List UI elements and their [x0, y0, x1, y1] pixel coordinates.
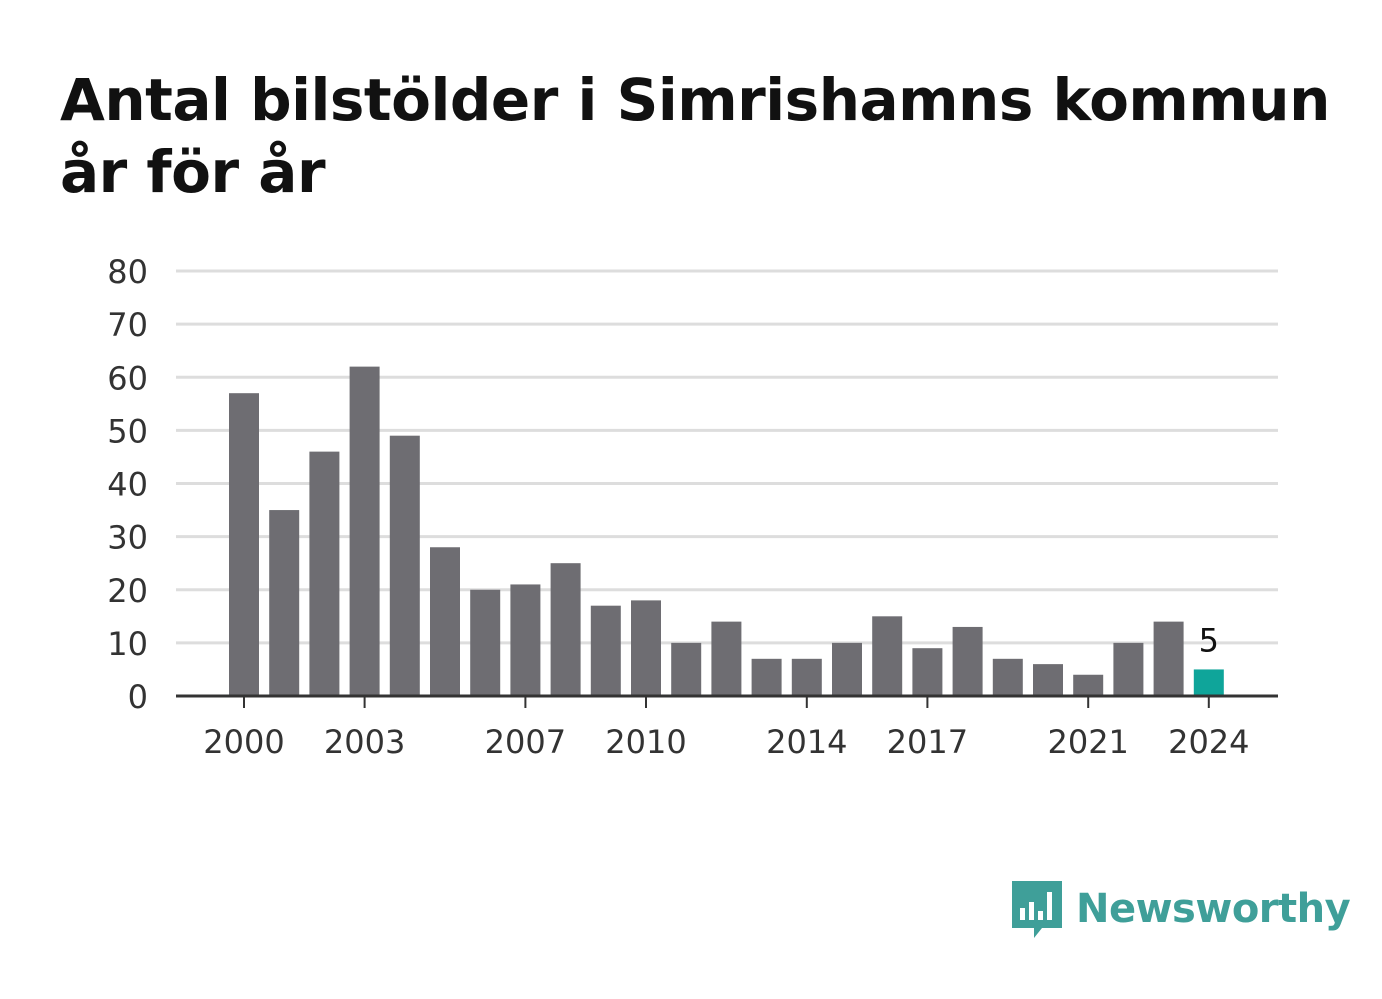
bar-2003	[349, 366, 380, 696]
bar-2004	[389, 435, 420, 696]
data-label-2024: 5	[1199, 621, 1219, 659]
bar-2024	[1193, 669, 1224, 696]
newsworthy-logo: Newsworthy	[1010, 878, 1351, 940]
bar-2021	[1073, 674, 1104, 696]
bar-2018	[952, 626, 983, 696]
x-tick-label: 2007	[485, 723, 566, 761]
title-line-1: Antal bilstölder i Simrishamns kommun	[60, 66, 1330, 134]
x-tick-label: 2000	[203, 723, 284, 761]
bar-2023	[1153, 621, 1184, 696]
bar-2008	[550, 563, 581, 696]
bar-2014	[791, 658, 822, 696]
y-tick-label: 60	[107, 359, 148, 397]
bar-2000	[229, 393, 259, 696]
y-tick-label: 50	[107, 412, 148, 450]
bar-2002	[309, 451, 340, 696]
x-tick-label: 2003	[324, 723, 405, 761]
x-tick-label: 2014	[766, 723, 847, 761]
bar-2015	[832, 642, 862, 696]
bar-2017	[912, 648, 943, 696]
y-tick-label: 10	[107, 625, 148, 663]
y-tick-label: 40	[107, 466, 148, 504]
y-tick-label: 30	[107, 519, 148, 557]
axes: 0 10 20 30 40 50 60 70 80 2000 2003 2007 2010 2014 201…	[107, 253, 1278, 761]
x-tick-label: 2021	[1047, 723, 1128, 761]
speech-bubble-bar-chart-icon	[1012, 881, 1062, 938]
y-tick-label: 20	[107, 572, 148, 610]
x-tick-label: 2024	[1168, 723, 1249, 761]
y-tick-label: 70	[107, 306, 148, 344]
bar-2012	[711, 621, 742, 696]
bar-2006	[470, 589, 501, 696]
brand-name: Newsworthy	[1076, 886, 1351, 932]
bar-2019	[992, 658, 1023, 696]
bar-2010	[631, 600, 661, 696]
bar-2007	[510, 584, 541, 696]
bar-2020	[1033, 664, 1063, 696]
bar-2022	[1113, 642, 1144, 696]
bar-2011	[671, 642, 702, 696]
bar-2013	[751, 658, 782, 696]
gridlines	[176, 269, 1278, 645]
bar-2016	[872, 616, 903, 696]
bars: 5	[229, 366, 1224, 696]
y-tick-label: 0	[128, 678, 148, 716]
chart-title: Antal bilstölder i Simrishamns kommun år…	[60, 64, 1350, 208]
bar-2005	[430, 547, 460, 696]
x-tick-label: 2010	[605, 723, 686, 761]
bar-2001	[269, 510, 300, 696]
title-line-2: år för år	[60, 138, 326, 206]
x-tick-label: 2017	[887, 723, 968, 761]
bar-2009	[590, 605, 621, 696]
y-tick-label: 80	[107, 253, 148, 291]
